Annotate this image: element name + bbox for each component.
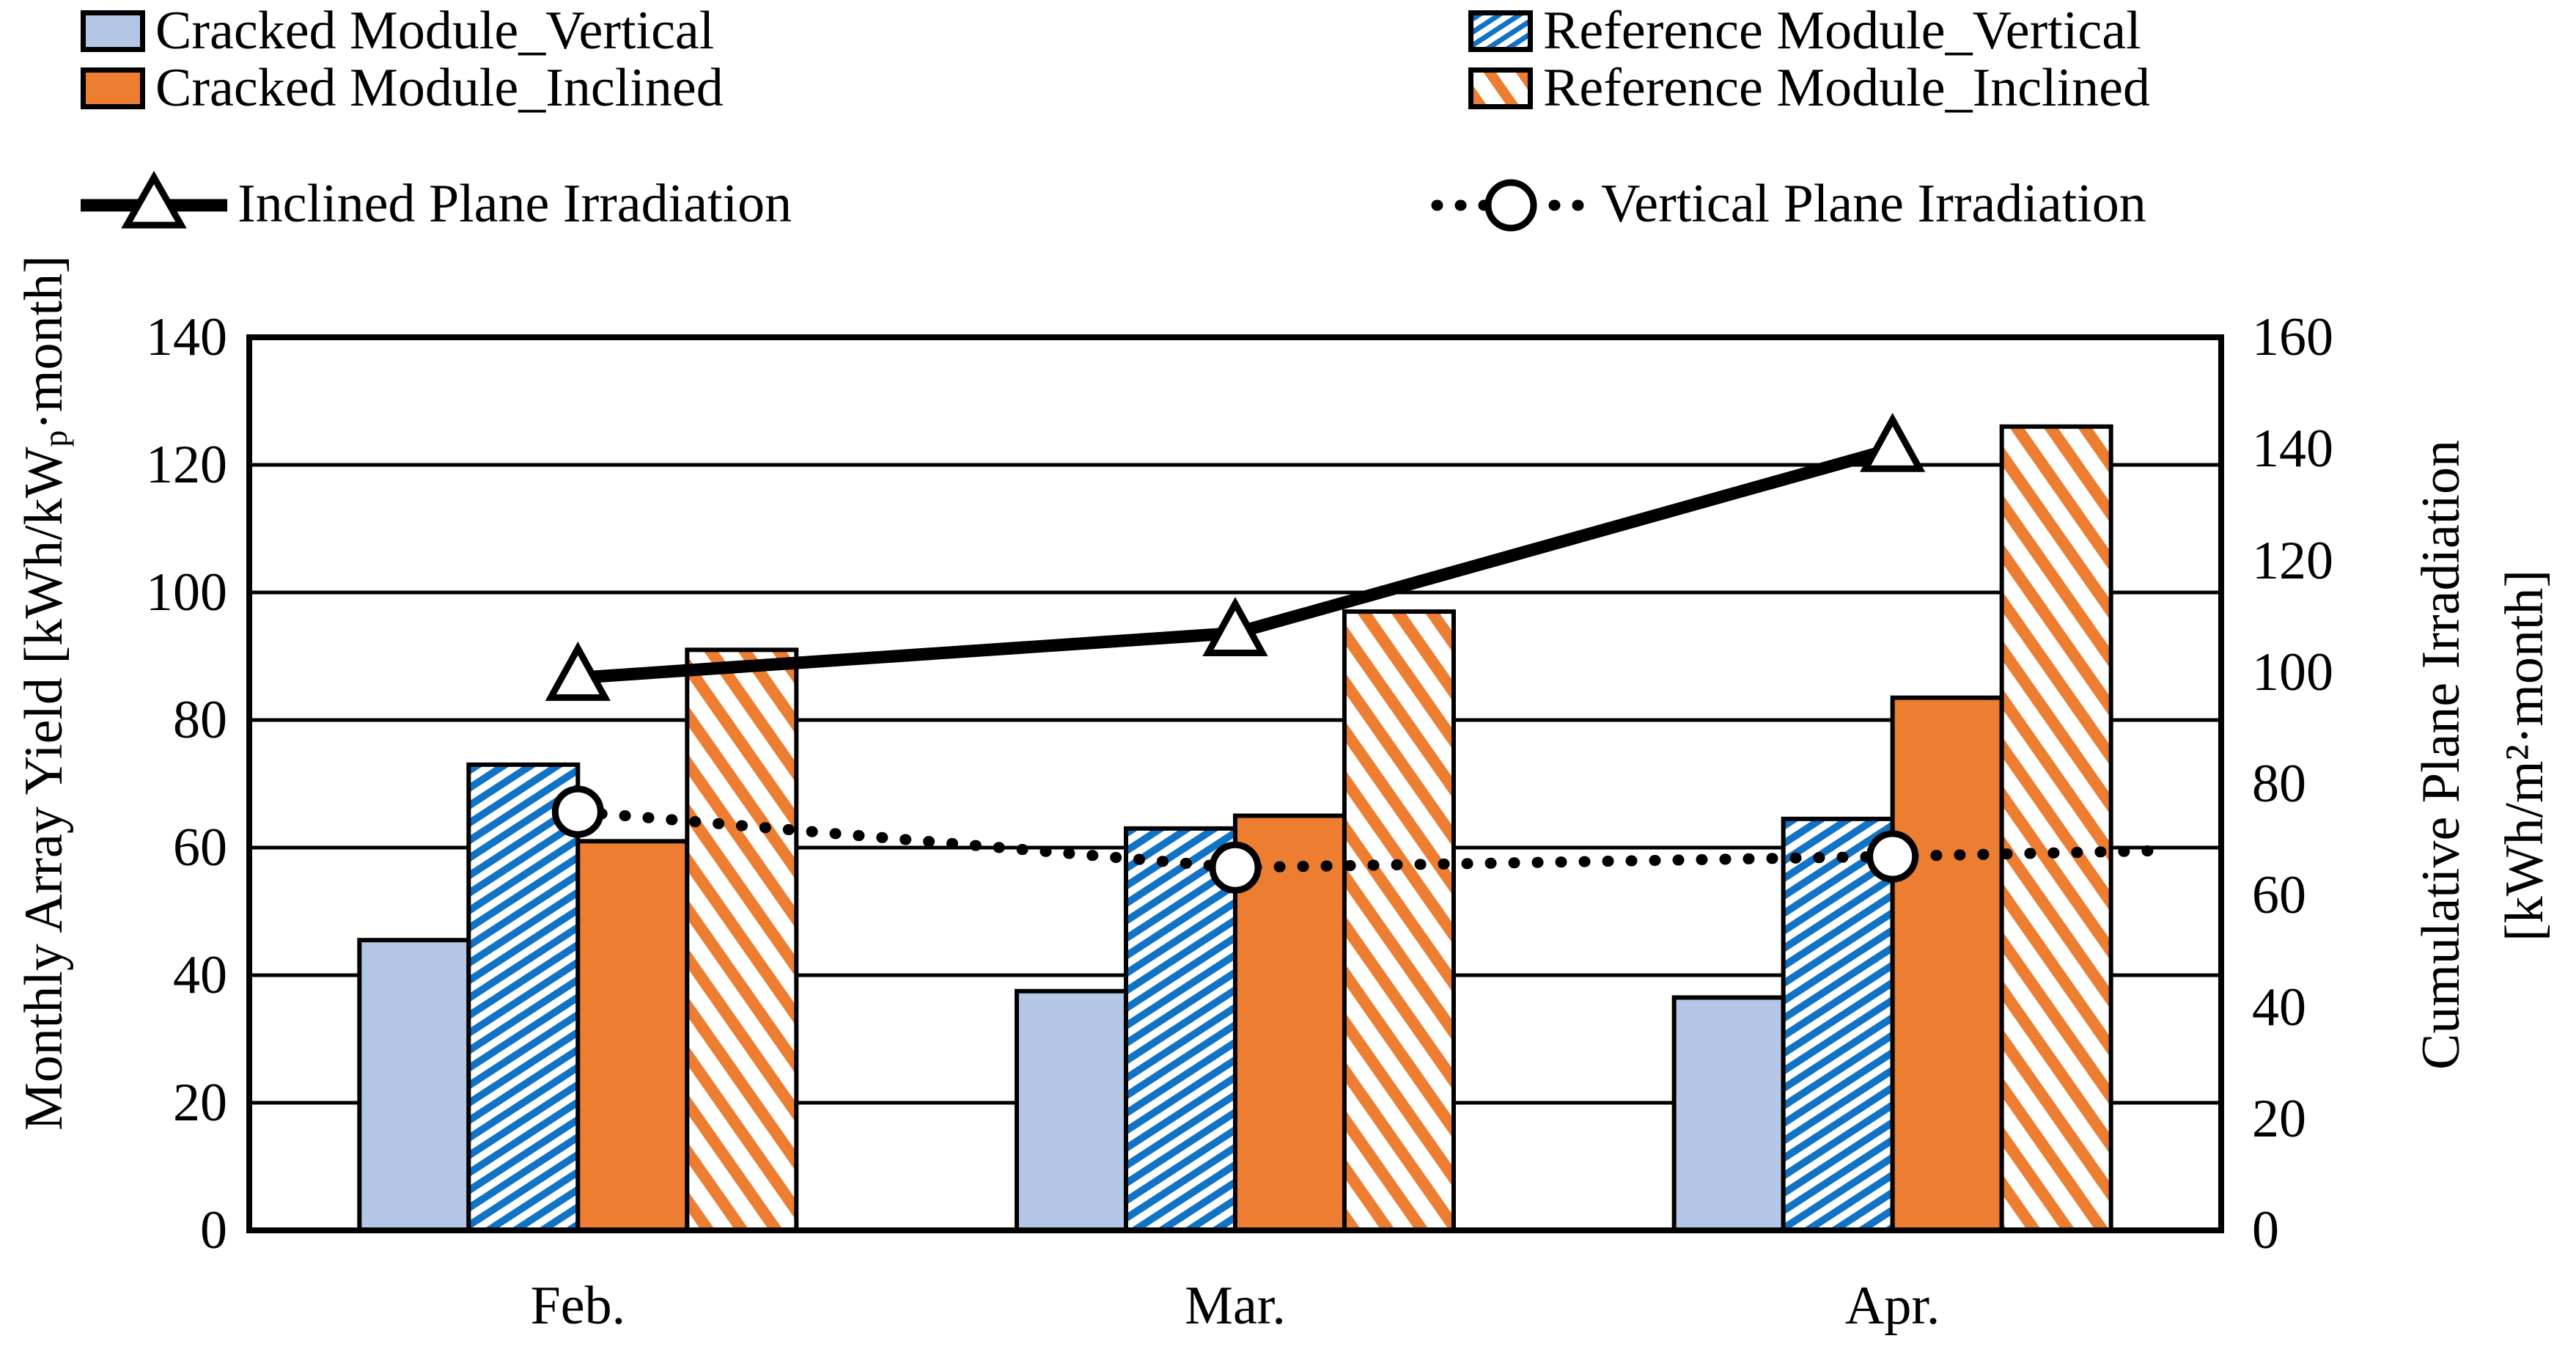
bar-reference-module-vertical-feb <box>466 762 581 1233</box>
circle-marker-mar <box>1209 841 1262 894</box>
bar-reference-module-inclined-mar <box>1342 609 1456 1233</box>
circle-marker-apr <box>1866 830 1919 883</box>
triangle-marker-apr <box>1860 412 1926 472</box>
legend-label-inclined-plane-irradiation: Inclined Plane Irradiation <box>238 173 792 234</box>
legend-solid-line-triangle-icon <box>81 171 227 229</box>
legend-item-inclined-plane-irradiation: Inclined Plane Irradiation <box>81 171 792 234</box>
legend-label-vertical-plane-irradiation: Vertical Plane Irradiation <box>1601 173 2146 234</box>
bar-reference-module-vertical-apr <box>1781 816 1895 1233</box>
legend-item-vertical-plane-irradiation: Vertical Plane Irradiation <box>1429 173 2146 234</box>
legend-swatch-solid-orange <box>81 67 145 109</box>
bar-reference-module-inclined-feb <box>685 647 799 1233</box>
legend-item-reference-module-inclined: Reference Module_Inclined <box>1468 57 2151 118</box>
legend-label-reference-module-inclined: Reference Module_Inclined <box>1543 57 2151 118</box>
triangle-marker-feb <box>545 642 611 701</box>
legend-item-reference-module-vertical: Reference Module_Vertical <box>1468 0 2141 61</box>
bar-cracked-module-vertical-mar <box>1015 988 1128 1233</box>
legend-label-reference-module-vertical: Reference Module_Vertical <box>1543 0 2141 61</box>
legend-item-cracked-module-vertical: Cracked Module_Vertical <box>81 0 715 61</box>
legend-swatch-hatch-orange <box>1468 67 1533 109</box>
legend-dotted-line-circle-icon <box>1431 179 1591 232</box>
bar-cracked-module-inclined-apr <box>1890 695 2004 1233</box>
bar-cracked-module-vertical-feb <box>357 938 471 1233</box>
bar-cracked-module-vertical-apr <box>1671 995 1786 1233</box>
legend-label-cracked-module-vertical: Cracked Module_Vertical <box>155 0 715 61</box>
legend-swatch-hatch-blue <box>1468 10 1533 52</box>
line-vertical-plane-irradiation <box>572 806 2157 873</box>
legend-item-cracked-module-inclined: Cracked Module_Inclined <box>81 57 724 118</box>
bar-cracked-module-inclined-feb <box>575 839 690 1233</box>
circle-marker-feb <box>551 785 604 838</box>
bar-reference-module-vertical-mar <box>1124 826 1237 1233</box>
legend-swatch-solid-light-blue <box>81 10 145 52</box>
legend-label-cracked-module-inclined: Cracked Module_Inclined <box>155 57 724 118</box>
triangle-marker-mar <box>1202 597 1268 656</box>
bar-reference-module-inclined-apr <box>1999 424 2113 1233</box>
plot-border <box>246 334 2224 1233</box>
